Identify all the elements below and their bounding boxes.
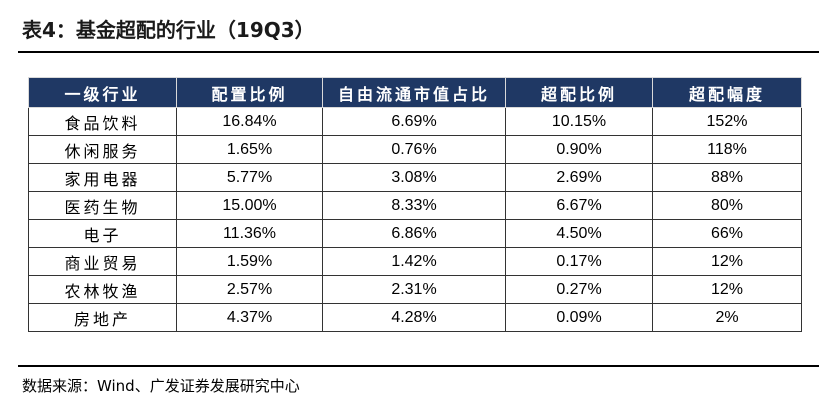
cell-allocation-ratio: 11.36% (176, 219, 323, 248)
cell-overweight-ratio: 0.27% (505, 275, 653, 304)
source-divider (18, 365, 819, 367)
cell-overweight-magnitude: 66% (652, 219, 802, 248)
header-overweight-ratio: 超配比例 (505, 77, 653, 108)
cell-overweight-ratio: 4.50% (505, 219, 653, 248)
header-industry: 一级行业 (28, 77, 177, 108)
cell-overweight-magnitude: 2% (652, 303, 802, 332)
cell-overweight-magnitude: 12% (652, 275, 802, 304)
cell-allocation-ratio: 16.84% (176, 107, 323, 136)
cell-allocation-ratio: 15.00% (176, 191, 323, 220)
cell-industry: 家用电器 (28, 163, 177, 192)
table-header-row: 一级行业 配置比例 自由流通市值占比 超配比例 超配幅度 (28, 77, 802, 108)
table-row: 房地产 4.37% 4.28% 0.09% 2% (28, 303, 802, 332)
cell-overweight-ratio: 0.17% (505, 247, 653, 276)
header-allocation-ratio: 配置比例 (176, 77, 323, 108)
cell-allocation-ratio: 1.65% (176, 135, 323, 164)
cell-free-float-share: 6.69% (322, 107, 506, 136)
cell-free-float-share: 6.86% (322, 219, 506, 248)
table-row: 电子 11.36% 6.86% 4.50% 66% (28, 219, 802, 248)
cell-free-float-share: 2.31% (322, 275, 506, 304)
cell-allocation-ratio: 2.57% (176, 275, 323, 304)
cell-overweight-magnitude: 152% (652, 107, 802, 136)
cell-overweight-ratio: 0.90% (505, 135, 653, 164)
cell-industry: 商业贸易 (28, 247, 177, 276)
cell-industry: 医药生物 (28, 191, 177, 220)
cell-free-float-share: 0.76% (322, 135, 506, 164)
cell-overweight-magnitude: 118% (652, 135, 802, 164)
cell-allocation-ratio: 4.37% (176, 303, 323, 332)
cell-industry: 食品饮料 (28, 107, 177, 136)
source-note: 数据来源：Wind、广发证券发展研究中心 (22, 377, 300, 395)
table-title: 表4：基金超配的行业（19Q3） (22, 18, 315, 42)
table-row: 食品饮料 16.84% 6.69% 10.15% 152% (28, 107, 802, 136)
cell-allocation-ratio: 1.59% (176, 247, 323, 276)
cell-overweight-magnitude: 12% (652, 247, 802, 276)
title-divider (18, 51, 819, 53)
cell-overweight-ratio: 0.09% (505, 303, 653, 332)
cell-allocation-ratio: 5.77% (176, 163, 323, 192)
cell-free-float-share: 4.28% (322, 303, 506, 332)
header-free-float-share: 自由流通市值占比 (322, 77, 506, 108)
industry-table: 一级行业 配置比例 自由流通市值占比 超配比例 超配幅度 食品饮料 16.84% 6… (28, 77, 802, 332)
cell-free-float-share: 1.42% (322, 247, 506, 276)
cell-free-float-share: 3.08% (322, 163, 506, 192)
cell-industry: 电子 (28, 219, 177, 248)
cell-overweight-ratio: 10.15% (505, 107, 653, 136)
table-row: 农林牧渔 2.57% 2.31% 0.27% 12% (28, 275, 802, 304)
cell-industry: 休闲服务 (28, 135, 177, 164)
table-row: 商业贸易 1.59% 1.42% 0.17% 12% (28, 247, 802, 276)
cell-overweight-magnitude: 80% (652, 191, 802, 220)
industry-table-container: 一级行业 配置比例 自由流通市值占比 超配比例 超配幅度 食品饮料 16.84% 6… (28, 77, 802, 332)
cell-industry: 房地产 (28, 303, 177, 332)
cell-overweight-ratio: 2.69% (505, 163, 653, 192)
header-overweight-magnitude: 超配幅度 (652, 77, 802, 108)
cell-free-float-share: 8.33% (322, 191, 506, 220)
cell-industry: 农林牧渔 (28, 275, 177, 304)
cell-overweight-magnitude: 88% (652, 163, 802, 192)
table-row: 休闲服务 1.65% 0.76% 0.90% 118% (28, 135, 802, 164)
cell-overweight-ratio: 6.67% (505, 191, 653, 220)
table-row: 家用电器 5.77% 3.08% 2.69% 88% (28, 163, 802, 192)
table-row: 医药生物 15.00% 8.33% 6.67% 80% (28, 191, 802, 220)
